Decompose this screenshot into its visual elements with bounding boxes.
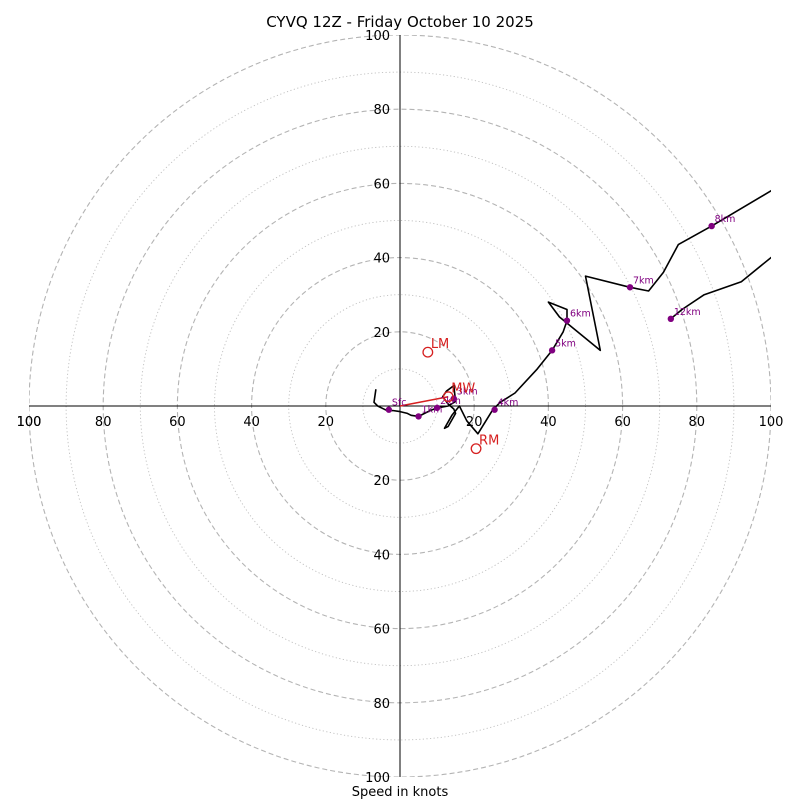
tick-bottom-20: 20 (373, 474, 390, 489)
height-label-6km: 6km (570, 309, 591, 320)
tick-right-80: 80 (689, 415, 706, 430)
height-label-5km: 5km (555, 338, 576, 349)
tick-top-40: 40 (373, 252, 390, 267)
shear-vector (399, 395, 449, 407)
storm-label-mw: MW (451, 382, 475, 397)
height-label-8km: 8km (715, 214, 736, 225)
hodograph-trace-upper (670, 256, 771, 320)
tick-right-60: 60 (614, 415, 631, 430)
tick-bottom-80: 80 (373, 697, 390, 712)
tick-bottom-100: 100 (365, 771, 390, 786)
tick-right-40: 40 (540, 415, 557, 430)
height-label-sfc: Sfc (392, 398, 407, 409)
tick-right-20: 20 (466, 415, 483, 430)
height-label-4km: 4km (498, 398, 519, 409)
tick-top-80: 80 (373, 103, 390, 118)
tick-top-100: 100 (365, 29, 390, 44)
tick-top-60: 60 (373, 177, 390, 192)
tick-left-edge: 100 (17, 415, 42, 430)
height-marker-1km (415, 413, 422, 420)
x-axis-label: Speed in knots (352, 785, 449, 800)
height-marker-2km (433, 404, 441, 412)
tick-bottom-60: 60 (373, 623, 390, 638)
storm-marker-mw (442, 391, 454, 403)
hodograph-trace (373, 189, 771, 435)
height-label-7km: 7km (633, 275, 654, 286)
tick-left-40: 40 (243, 415, 260, 430)
tick-left-80: 80 (95, 415, 112, 430)
tick-top-20: 20 (373, 326, 390, 341)
height-label-1km: 1km (422, 404, 443, 415)
storm-marker-lm (422, 346, 434, 358)
chart-title: CYVQ 12Z - Friday October 10 2025 (266, 13, 534, 31)
height-marker-7km (626, 284, 634, 291)
height-marker-4km (491, 406, 498, 413)
height-marker-sfc (385, 406, 393, 413)
storm-marker-rm (470, 443, 482, 455)
storm-label-rm: RM (479, 434, 499, 449)
height-marker-5km (548, 347, 556, 354)
height-marker-8km (708, 222, 715, 230)
tick-left-60: 60 (169, 415, 186, 430)
height-label-12km: 12km (674, 307, 701, 318)
storm-label-lm: LM (431, 337, 449, 352)
storm-motion-markers: LM RM MW (422, 337, 499, 455)
tick-bottom-40: 40 (373, 548, 390, 563)
height-label-3km: 3km (457, 387, 478, 398)
hodograph-traces (373, 189, 771, 435)
height-marker-6km (563, 317, 571, 324)
tick-left-100: 100 (17, 415, 42, 430)
tick-left-20: 20 (318, 415, 335, 430)
height-marker-12km (667, 315, 675, 323)
tick-right-100: 100 (759, 415, 784, 430)
axis-tick-labels: 20 40 60 80 100 20 40 60 80 100 20 40 60 80 100 20 40 60 8… (17, 29, 784, 786)
